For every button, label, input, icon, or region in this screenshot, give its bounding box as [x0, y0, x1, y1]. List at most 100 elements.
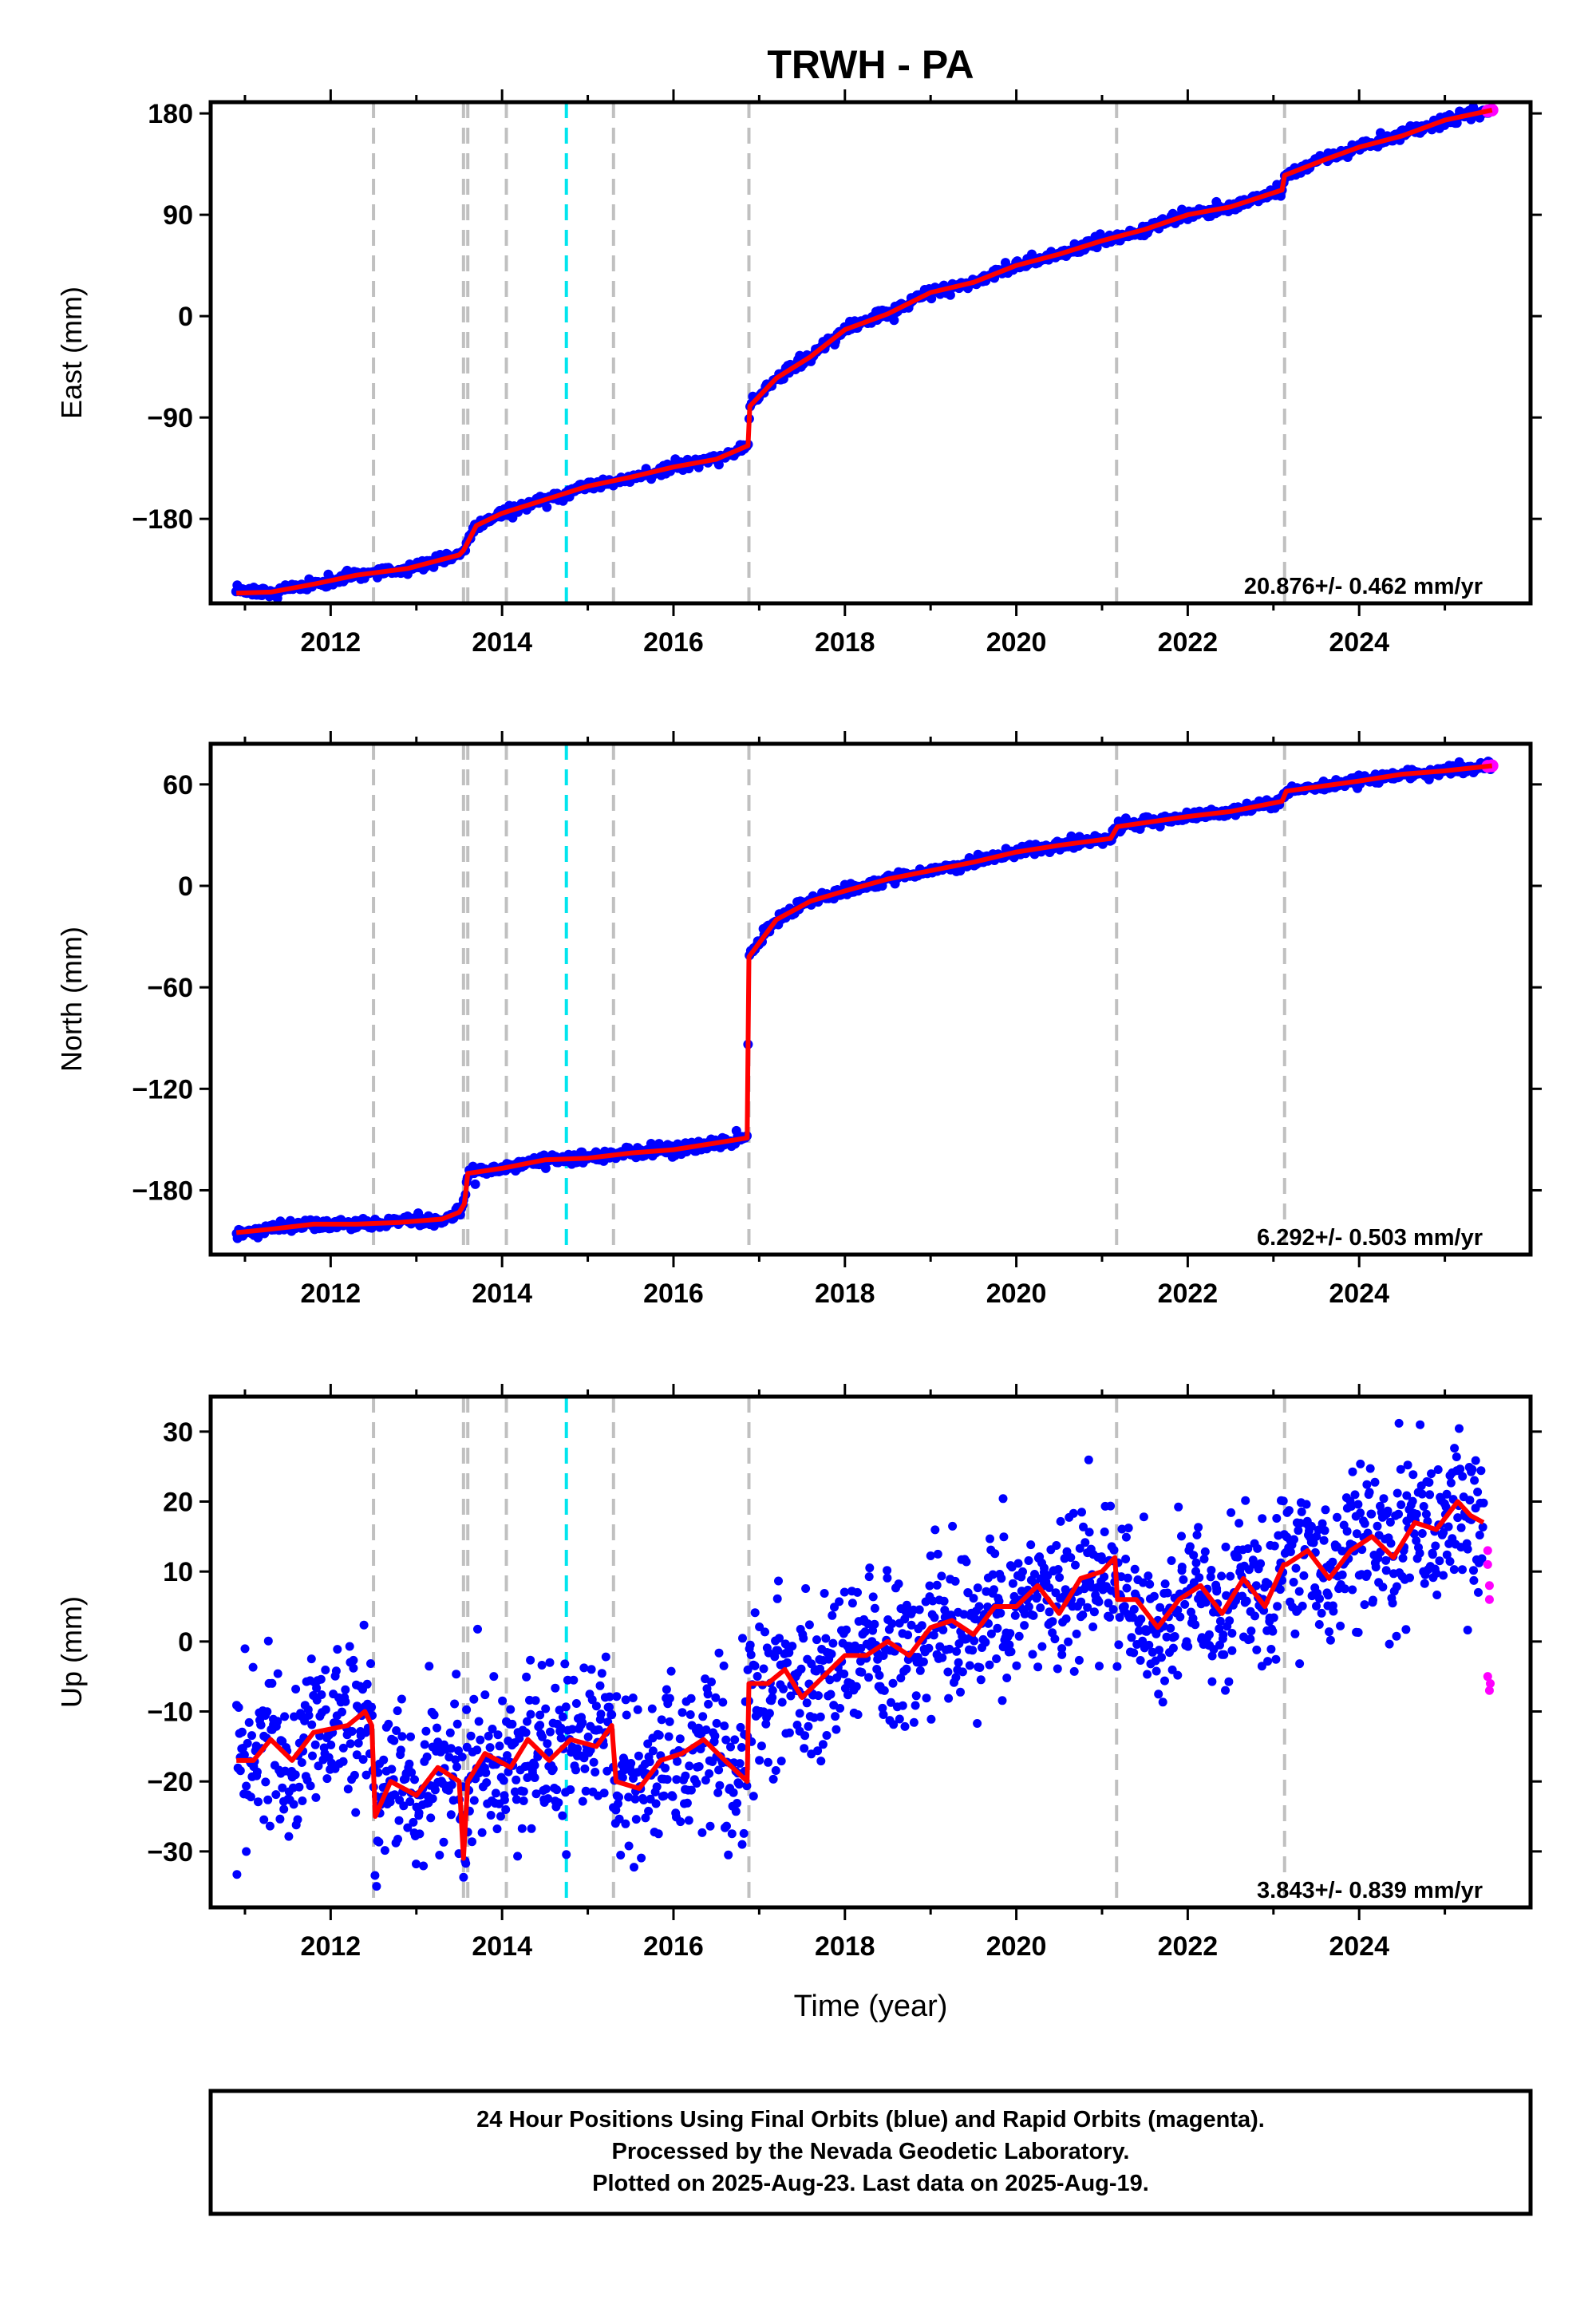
up-data-point [614, 1799, 622, 1808]
up-data-point [999, 1532, 1009, 1542]
up-data-point [962, 1557, 971, 1567]
up-data-point [1129, 1605, 1139, 1614]
up-data-point [1115, 1613, 1124, 1622]
up-data-point [1250, 1611, 1259, 1621]
up-data-point [273, 1669, 282, 1678]
up-data-point [1117, 1524, 1127, 1534]
up-data-point [350, 1770, 359, 1780]
up-data-point [466, 1731, 476, 1741]
up-data-point [986, 1629, 996, 1638]
up-y-tick-label: 30 [163, 1417, 193, 1448]
up-data-point [1235, 1519, 1244, 1528]
up-data-point [354, 1738, 363, 1748]
up-data-point [816, 1664, 824, 1674]
up-data-point [1130, 1564, 1140, 1574]
north-data-point [470, 1179, 480, 1189]
up-data-point [476, 1735, 485, 1745]
up-data-point [857, 1667, 867, 1677]
up-data-point [1353, 1500, 1363, 1509]
up-data-point [750, 1661, 760, 1670]
up-data-point [425, 1662, 434, 1671]
up-data-point [1160, 1676, 1169, 1686]
up-data-point [405, 1759, 414, 1769]
up-data-point [558, 1811, 567, 1820]
up-data-point [396, 1745, 405, 1755]
up-data-point [519, 1796, 528, 1805]
up-data-point [1048, 1617, 1057, 1626]
up-x-tick-label: 2018 [815, 1931, 875, 1962]
up-data-point [1408, 1496, 1417, 1506]
up-data-point [338, 1743, 348, 1753]
up-data-point [595, 1681, 605, 1690]
up-data-point [587, 1665, 596, 1674]
up-data-point [1275, 1585, 1285, 1595]
up-data-point [1388, 1599, 1397, 1608]
up-y-axis-label: Up (mm) [55, 1596, 88, 1708]
up-data-point [468, 1837, 476, 1847]
up-data-point [645, 1757, 654, 1767]
up-data-point [567, 1725, 577, 1734]
up-data-point [631, 1815, 641, 1824]
up-data-point [459, 1872, 468, 1882]
up-data-point [1385, 1517, 1395, 1527]
up-data-point [461, 1859, 471, 1868]
up-data-point [558, 1712, 567, 1721]
up-data-point [986, 1534, 994, 1543]
up-data-point [1365, 1488, 1374, 1497]
up-data-point [254, 1797, 263, 1807]
up-data-point [626, 1759, 636, 1768]
up-data-point [1401, 1625, 1411, 1634]
up-data-point [1408, 1470, 1418, 1480]
up-data-point [965, 1661, 974, 1670]
up-data-point [393, 1835, 402, 1844]
up-data-point [729, 1788, 738, 1797]
up-data-point [902, 1600, 911, 1610]
up-data-point [1419, 1502, 1428, 1511]
up-data-point [571, 1765, 580, 1775]
up-data-point [561, 1702, 571, 1712]
up-data-point [939, 1596, 949, 1606]
up-data-point [1227, 1646, 1237, 1655]
up-data-point [1116, 1572, 1126, 1582]
up-data-point [1315, 1594, 1324, 1603]
up-data-point [652, 1782, 662, 1792]
up-data-point [352, 1750, 361, 1760]
up-data-point [745, 1640, 755, 1650]
up-data-point [426, 1813, 436, 1823]
up-data-point [784, 1648, 794, 1658]
up-data-point [895, 1714, 904, 1724]
up-data-point [452, 1719, 462, 1729]
up-data-point [244, 1717, 254, 1727]
up-data-point [799, 1634, 808, 1643]
up-data-point [535, 1710, 545, 1720]
up-data-point [714, 1648, 724, 1658]
up-data-point [341, 1685, 350, 1694]
up-data-point [1435, 1556, 1444, 1566]
up-data-point [543, 1739, 552, 1749]
up-data-point [408, 1925, 417, 1934]
up-data-point [760, 1627, 769, 1637]
up-data-point [429, 1710, 439, 1720]
up-data-point [1263, 1579, 1273, 1589]
up-data-point [1166, 1623, 1175, 1633]
up-data-point [1286, 1547, 1295, 1556]
up-data-point [1314, 1525, 1323, 1535]
up-data-point [864, 1572, 874, 1582]
up-data-point [900, 1721, 910, 1731]
up-data-point [1138, 1578, 1148, 1587]
up-data-point [267, 1678, 277, 1688]
up-data-point [492, 1824, 502, 1834]
up-data-point [628, 1694, 638, 1702]
up-data-point [1329, 1607, 1338, 1616]
up-data-point [450, 1699, 460, 1709]
north-x-tick-label: 2024 [1329, 1279, 1389, 1309]
up-data-point [726, 1742, 735, 1752]
up-data-point [1442, 1489, 1452, 1499]
up-data-point [1189, 1551, 1199, 1560]
up-data-point [1013, 1559, 1023, 1568]
up-data-point [738, 1634, 747, 1643]
up-data-point [1175, 1612, 1185, 1622]
up-data-point [731, 1807, 741, 1816]
up-data-point [779, 1684, 788, 1694]
up-data-point [527, 1824, 536, 1833]
